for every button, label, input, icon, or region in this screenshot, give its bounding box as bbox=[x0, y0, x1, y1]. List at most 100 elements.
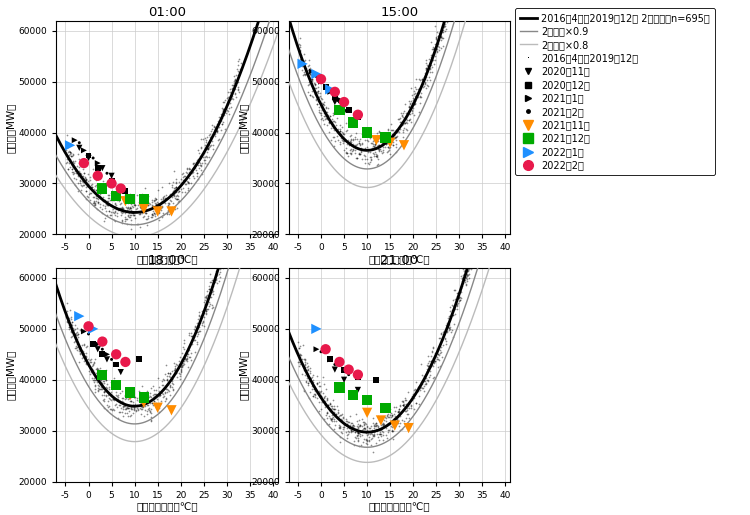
Point bbox=[375, 147, 387, 155]
Point bbox=[112, 391, 124, 400]
Point bbox=[226, 202, 238, 210]
Point bbox=[230, 194, 242, 202]
Point bbox=[103, 194, 115, 202]
Point bbox=[157, 211, 169, 219]
Point bbox=[406, 94, 418, 102]
Point bbox=[76, 175, 88, 183]
Point bbox=[457, 279, 469, 287]
Point bbox=[222, 100, 234, 108]
Point bbox=[187, 160, 199, 168]
Point bbox=[78, 181, 90, 190]
Point bbox=[106, 384, 118, 392]
Point bbox=[409, 89, 421, 97]
Point bbox=[164, 381, 176, 389]
Point bbox=[401, 409, 413, 418]
Point bbox=[79, 176, 91, 184]
Point bbox=[320, 411, 332, 419]
Point bbox=[188, 164, 200, 172]
Point bbox=[322, 420, 334, 428]
Point bbox=[157, 209, 169, 217]
Point bbox=[178, 176, 190, 184]
Point bbox=[80, 195, 92, 203]
Point bbox=[369, 422, 381, 430]
Point bbox=[199, 293, 211, 301]
Point bbox=[406, 106, 418, 114]
Point bbox=[327, 413, 339, 421]
Point bbox=[104, 395, 116, 403]
Point bbox=[328, 366, 340, 374]
Point bbox=[370, 152, 382, 161]
Point bbox=[69, 181, 81, 189]
Point bbox=[157, 197, 169, 205]
Point bbox=[124, 404, 136, 413]
Point bbox=[386, 410, 398, 419]
Point bbox=[64, 155, 76, 163]
Point bbox=[122, 403, 134, 411]
Point bbox=[356, 140, 368, 148]
Point bbox=[62, 318, 74, 326]
Point bbox=[416, 76, 428, 84]
Point bbox=[459, 278, 471, 286]
Point bbox=[85, 368, 97, 376]
Point bbox=[327, 132, 339, 141]
Point bbox=[335, 130, 347, 139]
Point bbox=[217, 258, 229, 266]
Point bbox=[105, 189, 117, 197]
Point bbox=[160, 381, 172, 389]
Point bbox=[436, 21, 448, 29]
Point bbox=[365, 428, 377, 437]
Point bbox=[74, 177, 86, 185]
Point bbox=[373, 160, 385, 168]
Point bbox=[222, 229, 234, 237]
Point bbox=[422, 81, 434, 90]
Point bbox=[71, 331, 83, 339]
Point bbox=[375, 137, 387, 145]
Point bbox=[312, 83, 324, 92]
Point bbox=[196, 170, 208, 178]
Point bbox=[220, 109, 232, 117]
Point bbox=[383, 139, 395, 147]
Point bbox=[161, 385, 173, 393]
Point bbox=[225, 89, 237, 97]
Point bbox=[380, 133, 392, 142]
Point bbox=[175, 175, 187, 183]
Point bbox=[139, 392, 151, 401]
Point bbox=[130, 406, 142, 414]
Point bbox=[340, 148, 352, 157]
Point bbox=[298, 61, 310, 69]
Point bbox=[306, 92, 318, 100]
Point bbox=[167, 380, 179, 388]
Point bbox=[83, 366, 95, 374]
Point bbox=[304, 77, 316, 85]
Point bbox=[429, 43, 441, 52]
Point bbox=[326, 415, 338, 423]
Point bbox=[140, 199, 152, 207]
Point bbox=[380, 404, 392, 412]
Point bbox=[193, 328, 205, 336]
Point bbox=[437, 25, 449, 33]
Point bbox=[350, 153, 362, 162]
Point bbox=[201, 144, 213, 152]
Point bbox=[146, 202, 158, 210]
Point bbox=[142, 200, 154, 209]
Point bbox=[168, 192, 180, 200]
Point bbox=[203, 301, 215, 310]
Point bbox=[134, 404, 146, 412]
Point bbox=[293, 344, 305, 352]
Point bbox=[64, 306, 76, 314]
Point bbox=[320, 345, 332, 353]
Point bbox=[405, 117, 417, 126]
Point bbox=[466, 241, 478, 249]
Point bbox=[88, 201, 100, 209]
Point bbox=[90, 181, 102, 190]
Point bbox=[78, 169, 90, 178]
Point bbox=[97, 396, 109, 404]
Point bbox=[382, 409, 394, 418]
Point bbox=[174, 372, 186, 380]
Point bbox=[334, 424, 346, 433]
Point bbox=[112, 197, 125, 205]
Point bbox=[352, 428, 364, 436]
Point bbox=[380, 140, 392, 148]
Point bbox=[117, 204, 129, 213]
Point bbox=[193, 158, 205, 166]
